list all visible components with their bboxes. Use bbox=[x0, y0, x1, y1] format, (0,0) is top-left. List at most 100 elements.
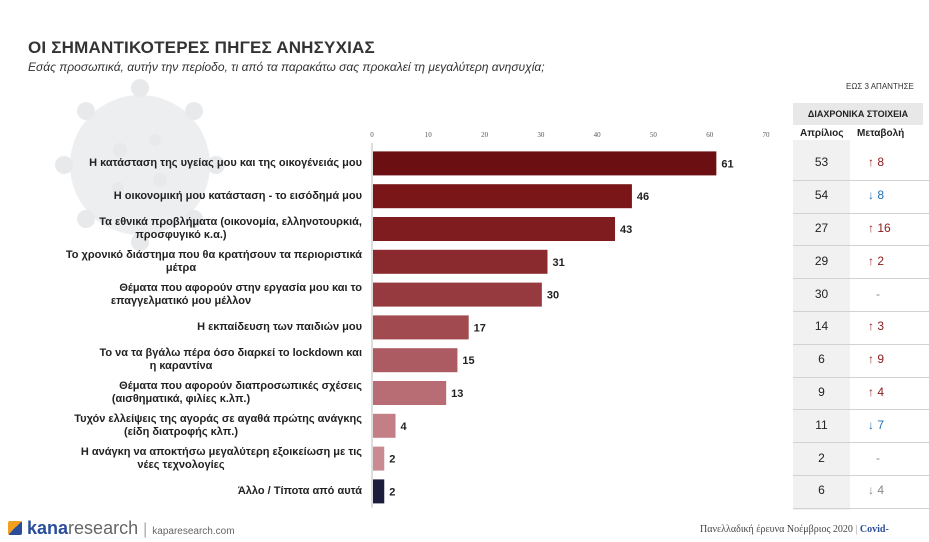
x-tick-label: 20 bbox=[481, 131, 489, 139]
category-label-line: Το χρονικό διάστημα που θα κρατήσουν τα … bbox=[65, 248, 362, 261]
bar bbox=[373, 184, 632, 209]
category-label-line: Τυχόν ελλείψεις της αγοράς σε αγαθά πρώτ… bbox=[74, 412, 362, 425]
category-label-line: (αισθηματικά, φιλίες κ.λπ.) bbox=[111, 393, 251, 405]
category-label: Τα εθνικά προβλήματα (οικονομία, ελληνοτ… bbox=[0, 216, 362, 242]
bar bbox=[373, 446, 385, 471]
row-separator bbox=[793, 245, 929, 247]
bar-value-label: 2 bbox=[389, 486, 395, 498]
survey-info: Πανελλαδική έρευνα Νοέμβριος 2020 bbox=[700, 524, 853, 535]
bar bbox=[373, 315, 469, 340]
category-label-line: Η ανάγκη να αποκτήσω μεγαλύτερη εξοικείω… bbox=[80, 445, 362, 458]
change-column-header: Μεταβολή bbox=[857, 128, 905, 139]
row-separator bbox=[793, 212, 929, 214]
category-label: Άλλο / Τίποτα από αυτά bbox=[0, 485, 362, 498]
change-value: ↑ 3 bbox=[858, 319, 928, 333]
change-number: 9 bbox=[877, 352, 885, 367]
category-label: Τυχόν ελλείψεις της αγοράς σε αγαθά πρώτ… bbox=[0, 413, 362, 439]
category-label-line: Άλλο / Τίποτα από αυτά bbox=[237, 484, 362, 497]
bar-value-label: 61 bbox=[721, 158, 733, 170]
arrow-up-icon: ↑ bbox=[868, 221, 878, 235]
brand-name-light: research bbox=[68, 518, 139, 538]
change-number: 8 bbox=[877, 188, 885, 203]
category-label-line: νέες τεχνολογίες bbox=[137, 458, 225, 471]
category-label-line: Θέματα που αφορούν διαπροσωπικές σχέσεις bbox=[119, 380, 362, 392]
bar bbox=[373, 348, 458, 373]
bar-value-label: 15 bbox=[462, 355, 474, 367]
april-value: 6 bbox=[818, 352, 825, 367]
change-value: - bbox=[858, 451, 928, 465]
change-value: ↑ 9 bbox=[858, 352, 928, 366]
row-separator bbox=[793, 179, 929, 181]
brand-name-bold: kana bbox=[27, 518, 69, 538]
category-label: Θέματα που αφορούν διαπροσωπικές σχέσεις… bbox=[0, 380, 362, 406]
row-separator bbox=[793, 278, 929, 280]
change-number: 3 bbox=[877, 319, 885, 334]
bar bbox=[373, 217, 616, 241]
change-value: ↓ 4 bbox=[858, 483, 928, 497]
category-label-line: Η οικονομική μου κατάσταση - το εισόδημά… bbox=[113, 189, 362, 202]
change-value: ↓ 7 bbox=[858, 418, 928, 432]
category-label: Η εκπαίδευση των παιδιών μου bbox=[0, 321, 362, 334]
bar-value-label: 17 bbox=[474, 322, 486, 334]
april-value: 9 bbox=[818, 385, 825, 399]
change-number: - bbox=[876, 450, 880, 465]
april-value: 30 bbox=[814, 286, 829, 301]
arrow-down-icon: ↓ bbox=[868, 417, 878, 432]
x-tick-label: 10 bbox=[425, 131, 433, 139]
bar-value-label: 46 bbox=[637, 191, 649, 203]
change-number: 2 bbox=[877, 253, 885, 268]
survey-footer: Πανελλαδική έρευνα Νοέμβριος 2020 | Covi… bbox=[700, 524, 889, 535]
bar bbox=[373, 151, 717, 176]
category-label: Το να τα βγάλω πέρα όσο διαρκεί το lockd… bbox=[0, 347, 363, 373]
row-separator bbox=[793, 409, 929, 411]
bar bbox=[373, 479, 385, 504]
category-label-line: Το να τα βγάλω πέρα όσο διαρκεί το lockd… bbox=[99, 347, 363, 360]
category-label: Θέματα που αφορούν στην εργασία μου και … bbox=[0, 282, 362, 308]
row-separator bbox=[793, 442, 929, 444]
brand-logo: kanaresearch | kaparesearch.com bbox=[8, 518, 235, 539]
arrow-up-icon: ↑ bbox=[868, 385, 878, 399]
category-label-line: Η εκπαίδευση των παιδιών μου bbox=[197, 320, 362, 333]
april-column-background bbox=[793, 140, 850, 510]
bar-value-label: 2 bbox=[389, 454, 395, 466]
bar bbox=[373, 381, 447, 405]
category-label-line: (είδη διατροφής κλπ.) bbox=[123, 425, 239, 438]
category-label: Το χρονικό διάστημα που θα κρατήσουν τα … bbox=[0, 249, 362, 275]
april-value: 6 bbox=[818, 483, 825, 498]
x-tick-label: 0 bbox=[370, 131, 374, 139]
april-value: 11 bbox=[815, 417, 828, 432]
april-value: 54 bbox=[814, 188, 829, 203]
april-value: 14 bbox=[814, 319, 829, 334]
page-subtitle: Εσάς προσωπικά, αυτήν την περίοδο, τι απ… bbox=[28, 60, 545, 74]
change-value: - bbox=[858, 287, 928, 301]
bar bbox=[373, 413, 396, 438]
category-label-line: προσφυγικό κ.α.) bbox=[135, 229, 227, 241]
category-label-line: Η κατάσταση της υγείας μου και της οικογ… bbox=[89, 156, 362, 169]
change-number: 7 bbox=[877, 417, 885, 432]
history-header: ΔΙΑΧΡΟΝΙΚΑ ΣΤΟΙΧΕΙΑ bbox=[793, 103, 923, 125]
april-value: 27 bbox=[814, 221, 829, 235]
arrow-up-icon: ↑ bbox=[868, 352, 878, 367]
x-tick-label: 70 bbox=[763, 131, 771, 139]
bar-value-label: 31 bbox=[552, 257, 564, 269]
arrow-up-icon: ↑ bbox=[868, 155, 878, 170]
change-value: ↓ 8 bbox=[858, 188, 928, 202]
category-label-line: μέτρα bbox=[165, 261, 197, 274]
arrow-up-icon: ↑ bbox=[868, 319, 878, 334]
bar-value-label: 30 bbox=[547, 290, 559, 302]
category-label: Η οικονομική μου κατάσταση - το εισόδημά… bbox=[0, 190, 362, 203]
brand-site: kaparesearch.com bbox=[152, 526, 235, 537]
bar bbox=[373, 249, 548, 274]
x-tick-label: 30 bbox=[537, 131, 545, 139]
change-value: ↑ 8 bbox=[858, 155, 928, 169]
change-number: 8 bbox=[877, 155, 885, 170]
change-number: - bbox=[876, 286, 880, 301]
april-value: 53 bbox=[814, 155, 829, 170]
row-separator bbox=[793, 376, 929, 378]
row-separator bbox=[793, 343, 929, 345]
change-number: 16 bbox=[877, 221, 891, 235]
category-label-line: επαγγελματικό μου μέλλον bbox=[110, 294, 252, 307]
answers-note: ΕΩΣ 3 ΑΠΑΝΤΗΣΕ bbox=[846, 82, 914, 91]
survey-topic: Covid- bbox=[859, 524, 889, 535]
